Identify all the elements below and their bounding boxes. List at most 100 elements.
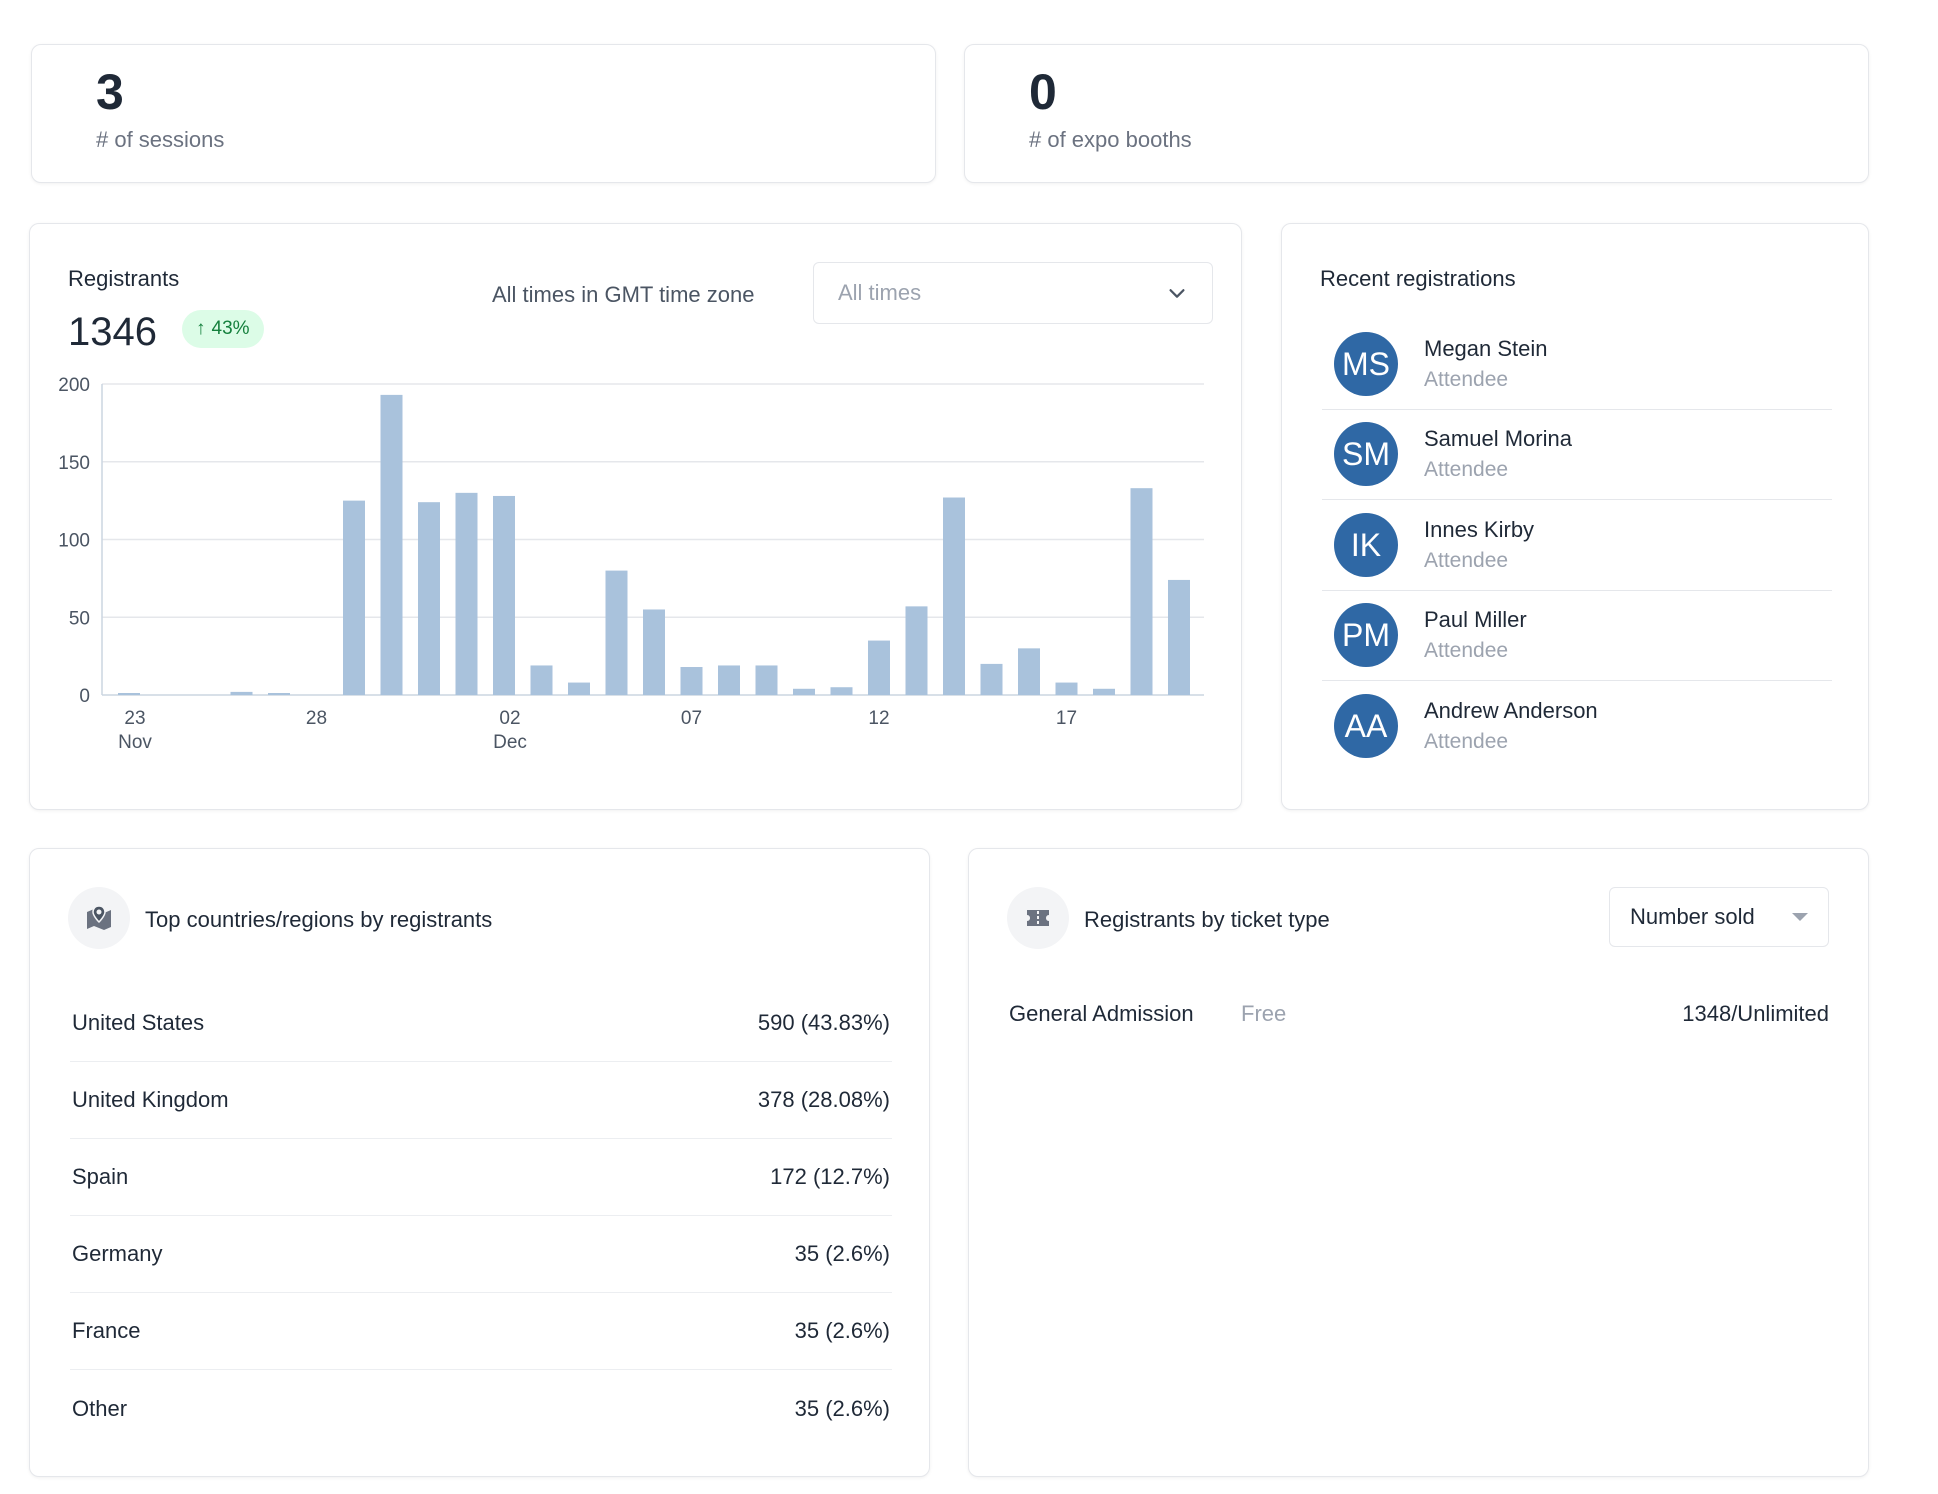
chart-bar [830, 687, 853, 695]
metric-select-value: Number sold [1630, 904, 1755, 929]
top-countries-card: Top countries/regions by registrants Uni… [29, 848, 930, 1477]
avatar: SM [1334, 422, 1398, 486]
ticket-count: 1348/Unlimited [1682, 1001, 1829, 1026]
chart-bar [118, 693, 140, 695]
registration-row[interactable]: MS Megan Stein Attendee [1322, 320, 1832, 410]
metric-select[interactable]: Number sold [1609, 887, 1829, 947]
timezone-note: All times in GMT time zone [492, 282, 755, 307]
y-tick-label: 50 [69, 608, 90, 629]
country-row: United Kingdom 378 (28.08%) [70, 1062, 892, 1139]
ticket-price: Free [1241, 1001, 1287, 1026]
avatar: MS [1334, 332, 1398, 396]
chart-bar [380, 394, 403, 695]
country-value: 35 (2.6%) [794, 1241, 890, 1266]
y-tick-label: 0 [79, 686, 90, 707]
country-row: France 35 (2.6%) [70, 1293, 892, 1370]
registrant-role: Attendee [1424, 368, 1509, 391]
registrant-name: Andrew Anderson [1424, 698, 1598, 723]
registrants-title: Registrants [68, 266, 180, 291]
caret-down-icon [1792, 913, 1808, 921]
arrow-up-icon: ↑ [196, 318, 206, 339]
recent-registrations-card: Recent registrations MS Megan Stein Atte… [1281, 223, 1869, 810]
chart-bar [643, 609, 665, 695]
chart-bar [1130, 488, 1153, 695]
country-row: United States 590 (43.83%) [70, 985, 892, 1062]
chart-bar [1093, 688, 1115, 695]
country-value: 590 (43.83%) [757, 1010, 890, 1035]
registrant-name: Innes Kirby [1424, 517, 1535, 542]
registrant-name: Megan Stein [1424, 336, 1548, 361]
registration-row[interactable]: SM Samuel Morina Attendee [1322, 410, 1832, 500]
registrant-name: Samuel Morina [1424, 426, 1572, 451]
registration-row[interactable]: AA Andrew Anderson Attendee [1322, 682, 1832, 772]
chart-bar [793, 688, 815, 695]
growth-badge: ↑ 43% [182, 310, 264, 348]
country-name: Spain [72, 1164, 129, 1189]
chart-bar [530, 665, 553, 695]
y-tick-label: 100 [58, 531, 90, 552]
x-tick-sublabel: Nov [118, 732, 152, 753]
chart-bar [230, 691, 253, 695]
ticket-type-title: Registrants by ticket type [1084, 907, 1330, 932]
registrant-role: Attendee [1424, 730, 1509, 753]
chart-bar [568, 682, 590, 695]
registrants-bar-chart: 0 50 100 150 200 23 Nov 28 02 Dec 07 12 17 [58, 375, 1204, 753]
chart-bar [755, 665, 778, 695]
sessions-count: 3 [96, 64, 124, 120]
growth-value: 43% [211, 318, 250, 339]
x-tick-label: 07 [681, 708, 702, 729]
country-row: Other 35 (2.6%) [70, 1370, 892, 1447]
country-row: Spain 172 (12.7%) [70, 1139, 892, 1216]
ticket-type-card: Registrants by ticket type Number sold G… [968, 848, 1869, 1477]
country-name: Other [72, 1395, 128, 1421]
country-row: Germany 35 (2.6%) [70, 1216, 892, 1293]
registrants-total: 1346 [68, 310, 157, 354]
expo-booths-count: 0 [1029, 64, 1057, 120]
avatar: IK [1334, 513, 1398, 577]
registrant-role: Attendee [1424, 549, 1509, 572]
chart-bar [605, 570, 628, 695]
country-name: United States [72, 1010, 205, 1035]
time-range-select[interactable]: All times [813, 262, 1213, 324]
time-range-value: All times [838, 280, 922, 305]
chart-bar [718, 665, 740, 695]
y-tick-label: 200 [58, 375, 90, 396]
map-pin-icon [68, 887, 130, 949]
sessions-stat-card: 3 # of sessions [31, 44, 936, 183]
registration-row[interactable]: IK Innes Kirby Attendee [1322, 501, 1832, 591]
expo-booths-label: # of expo booths [1029, 127, 1192, 152]
x-tick-label: 23 [124, 708, 145, 729]
ticket-name: General Admission [1009, 1001, 1194, 1026]
country-value: 378 (28.08%) [757, 1087, 890, 1112]
registrant-name: Paul Miller [1424, 607, 1527, 632]
x-tick-sublabel: Dec [493, 732, 527, 753]
chart-bar [980, 663, 1003, 695]
registrant-role: Attendee [1424, 639, 1509, 662]
registrants-card: Registrants 1346 ↑ 43% All times in GMT … [29, 223, 1242, 810]
recent-registrations-title: Recent registrations [1320, 266, 1516, 291]
chart-bar [268, 693, 290, 695]
x-tick-label: 12 [868, 708, 889, 729]
country-name: Germany [72, 1241, 163, 1266]
ticket-icon [1007, 887, 1069, 949]
expo-booths-stat-card: 0 # of expo booths [964, 44, 1869, 183]
country-value: 35 (2.6%) [794, 1395, 890, 1421]
registration-row[interactable]: PM Paul Miller Attendee [1322, 591, 1832, 681]
avatar: AA [1334, 694, 1398, 758]
chart-bar [868, 640, 890, 695]
chart-bar [680, 667, 703, 695]
country-value: 35 (2.6%) [794, 1318, 890, 1343]
chart-bar [455, 492, 478, 695]
chart-bar [1018, 648, 1040, 695]
x-tick-label: 17 [1056, 708, 1077, 729]
chart-bar [905, 606, 928, 695]
avatar: PM [1334, 603, 1398, 667]
chart-bar [1055, 682, 1078, 695]
chart-bar [343, 500, 365, 695]
chart-bar [418, 502, 440, 695]
country-value: 172 (12.7%) [770, 1164, 890, 1189]
chart-bar [1168, 579, 1190, 695]
sessions-label: # of sessions [96, 127, 225, 152]
y-tick-label: 150 [58, 453, 90, 474]
top-countries-title: Top countries/regions by registrants [145, 907, 493, 932]
